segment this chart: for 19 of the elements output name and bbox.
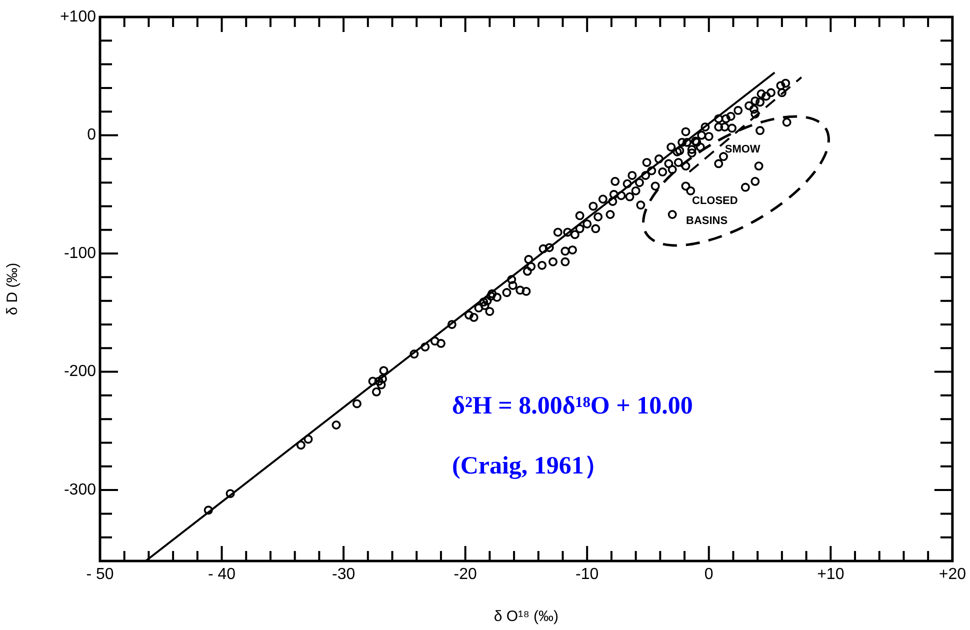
annotation: (Craig, 1961） bbox=[452, 452, 609, 480]
annotation: SMOW bbox=[724, 143, 761, 156]
x-tick-label: 0 bbox=[704, 566, 714, 584]
x-tick-label: - 50 bbox=[86, 566, 114, 584]
y-tick-label: -200 bbox=[64, 363, 96, 380]
x-tick-label: +20 bbox=[938, 566, 966, 584]
x-tick-label: -20 bbox=[454, 566, 477, 584]
y-axis-title: δ D (‰) bbox=[4, 262, 22, 316]
y-tick-label: +100 bbox=[60, 8, 96, 26]
y-tick-label: -300 bbox=[64, 481, 96, 498]
x-tick-label: - 40 bbox=[208, 566, 236, 584]
annotation: CLOSED BASINS bbox=[686, 195, 738, 228]
x-tick-label: +10 bbox=[817, 566, 844, 584]
y-tick-label: -100 bbox=[64, 244, 96, 262]
x-tick-label: -30 bbox=[332, 566, 356, 584]
y-tick-label: 0 bbox=[87, 126, 96, 144]
x-axis-title: δ O¹⁸ (‰) bbox=[494, 608, 559, 626]
x-tick-label: -10 bbox=[576, 566, 599, 584]
annotation: δ²H = 8.00δ¹⁸O + 10.00 bbox=[452, 392, 693, 420]
